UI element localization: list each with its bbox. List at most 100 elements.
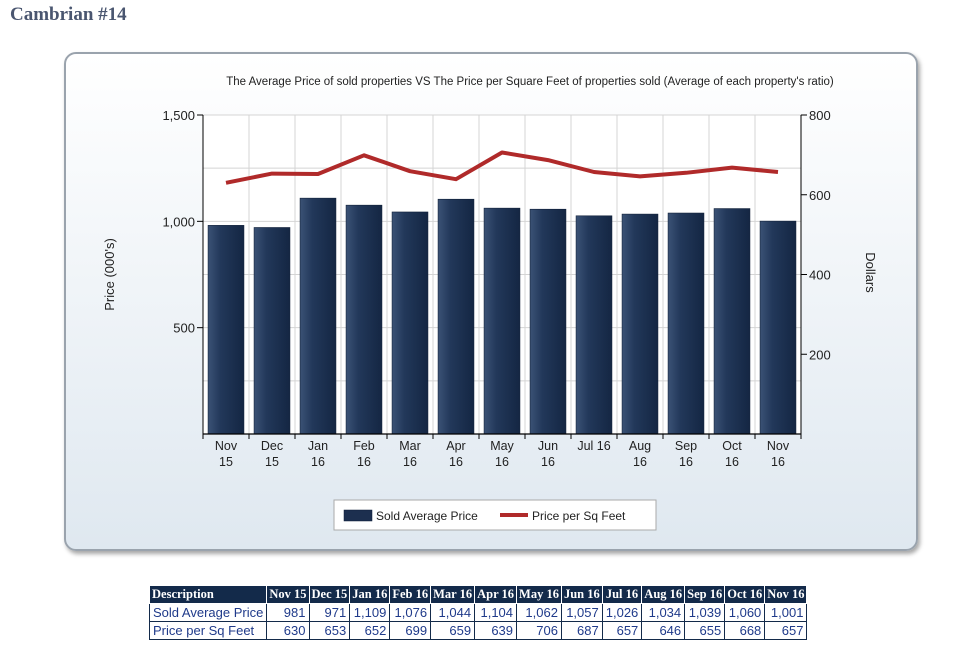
right-tick-label: 200 (809, 347, 831, 362)
right-tick-label: 600 (809, 188, 831, 203)
chart-panel: 500 1,000 1,500 200 400 600 800 Nov 15 Dec 15 Jan 16… (64, 52, 918, 551)
table-cell: 1,062 (516, 603, 562, 622)
table-row-label: Sold Average Price (148, 603, 268, 622)
line-price-per-sq-feet (225, 150, 779, 185)
x-tick-label-year: 16 (679, 455, 693, 469)
left-tick-label: 500 (173, 321, 195, 336)
table-header-month: Nov 16 (764, 585, 808, 604)
x-tick-label: Sep (675, 439, 697, 453)
table-cell: 668 (724, 621, 766, 640)
bar-sold-average-price (621, 213, 659, 435)
x-tick-label-year: 15 (219, 455, 233, 469)
table-cell: 1,034 (641, 603, 686, 622)
x-tick-label: Apr (446, 439, 465, 453)
table-row-label: Price per Sq Feet (148, 621, 268, 640)
table-header-month: Jun 16 (560, 585, 603, 604)
x-tick-label: Jun (538, 439, 558, 453)
table-cell: 657 (601, 621, 643, 640)
x-tick-label: Nov (767, 439, 790, 453)
table-cell: 655 (684, 621, 726, 640)
table-header-row: Description Nov 15 Dec 15 Jan 16 Feb 16 Mar 1… (148, 585, 808, 604)
table-header-month: Dec 15 (308, 585, 351, 604)
table-header-month: Feb 16 (389, 585, 432, 604)
legend-swatch-bar (343, 509, 373, 522)
right-tick-label: 400 (809, 268, 831, 283)
table-header-month: Jan 16 (349, 585, 391, 604)
x-tick-label-year: 16 (311, 455, 325, 469)
x-tick-label-year: 16 (633, 455, 647, 469)
y-axis-label: Price (000's) (102, 238, 117, 311)
x-tick-label: May (490, 439, 514, 453)
table-cell: 687 (560, 621, 603, 640)
table-cell: 1,026 (601, 603, 643, 622)
table-cell: 1,060 (724, 603, 766, 622)
table-cell: 706 (516, 621, 562, 640)
left-tick-label: 1,000 (162, 214, 195, 229)
bar-sold-average-price (575, 215, 613, 435)
table-header-month: Sep 16 (684, 585, 726, 604)
chart-title: The Average Price of sold properties VS … (226, 76, 834, 88)
table-cell: 659 (430, 621, 476, 640)
legend-box (333, 499, 657, 531)
bar-sold-average-price (483, 207, 521, 435)
table-cell: 657 (764, 621, 808, 640)
bar-sold-average-price (529, 208, 567, 435)
table-row: Sold Average Price 981 971 1,109 1,076 1,044 1… (148, 603, 808, 622)
table-header-month: May 16 (516, 585, 562, 604)
table-row: Price per Sq Feet 630 653 652 699 659 639 706 68… (148, 621, 808, 640)
table-cell: 1,109 (349, 603, 391, 622)
table-body: Sold Average Price 981 971 1,109 1,076 1,044 1… (148, 603, 808, 640)
x-tick-label: Jul 16 (577, 439, 610, 453)
table-header-month: Oct 16 (724, 585, 766, 604)
table-cell: 1,057 (560, 603, 603, 622)
table-cell: 1,104 (474, 603, 518, 622)
bar-sold-average-price (667, 212, 705, 435)
x-tick-label-year: 16 (403, 455, 417, 469)
bar-sold-average-price (253, 227, 291, 435)
table-cell: 646 (641, 621, 686, 640)
table-cell: 639 (474, 621, 518, 640)
table-header-month: Aug 16 (641, 585, 686, 604)
x-tick-label: Aug (629, 439, 651, 453)
x-tick-label-year: 16 (449, 455, 463, 469)
right-tick-label: 800 (809, 108, 831, 123)
x-tick-label-year: 15 (265, 455, 279, 469)
x-tick-label-year: 16 (495, 455, 509, 469)
data-table: Description Nov 15 Dec 15 Jan 16 Feb 16 Mar 1… (148, 585, 808, 640)
table-cell: 652 (349, 621, 391, 640)
table-cell: 630 (266, 621, 310, 640)
bar-sold-average-price (713, 208, 751, 435)
table-cell: 1,039 (684, 603, 726, 622)
legend-label-sold-average-price: Sold Average Price (376, 509, 478, 523)
bar-sold-average-price (299, 197, 337, 435)
table-cell: 1,044 (430, 603, 476, 622)
table-cell: 981 (266, 603, 310, 622)
x-tick-label: Oct (722, 439, 742, 453)
left-tick-label: 1,500 (162, 108, 195, 123)
table-cell: 1,001 (764, 603, 808, 622)
x-tick-label: Dec (261, 439, 283, 453)
bar-sold-average-price (391, 211, 429, 435)
table-header-description: Description (148, 585, 268, 604)
table-header-month: Jul 16 (601, 585, 643, 604)
x-tick-label: Feb (353, 439, 375, 453)
table-cell: 699 (389, 621, 432, 640)
table-cell: 971 (308, 603, 351, 622)
table-cell: 653 (308, 621, 351, 640)
combo-chart: 500 1,000 1,500 200 400 600 800 Nov 15 Dec 15 Jan 16… (102, 76, 878, 531)
x-tick-label-year: 16 (725, 455, 739, 469)
y2-axis-label: Dollars (863, 252, 878, 293)
x-tick-label-year: 16 (541, 455, 555, 469)
table-cell: 1,076 (389, 603, 432, 622)
table-header-month: Apr 16 (474, 585, 518, 604)
bar-sold-average-price (345, 204, 383, 435)
table-header-month: Mar 16 (430, 585, 476, 604)
x-tick-label: Mar (399, 439, 421, 453)
page-title: Cambrian #14 (10, 4, 127, 25)
bar-sold-average-price (207, 225, 245, 435)
x-tick-label: Nov (215, 439, 238, 453)
x-tick-label-year: 16 (771, 455, 785, 469)
bar-sold-average-price (437, 198, 475, 435)
legend-label-price-per-sq-feet: Price per Sq Feet (532, 509, 626, 523)
bar-sold-average-price (759, 220, 797, 435)
